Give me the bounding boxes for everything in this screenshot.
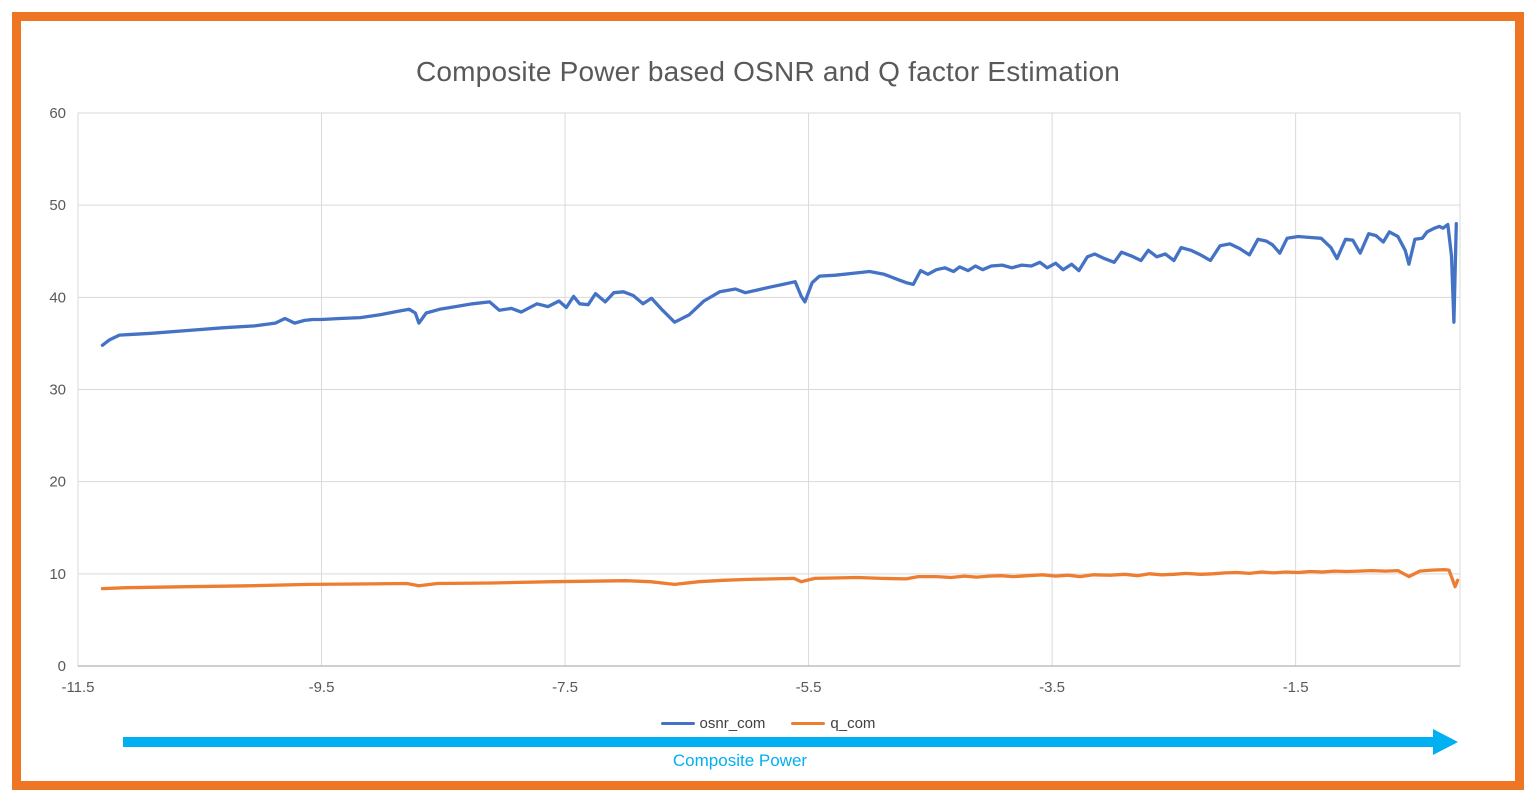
chart-title: Composite Power based OSNR and Q factor …: [415, 56, 1121, 87]
series-q_com: [100, 568, 1460, 591]
legend-line-swatch-blue: [660, 721, 695, 725]
y-tick-label: 0: [58, 658, 66, 675]
legend-item-osnr-com: osnr_com: [660, 714, 766, 732]
x-tick-label: -7.5: [552, 679, 578, 696]
x-tick-label: -11.5: [61, 679, 94, 696]
x-tick-label: -1.5: [1283, 679, 1309, 696]
y-tick-label: 40: [49, 289, 66, 306]
y-tick-label: 30: [49, 382, 66, 399]
series-osnr_com: [100, 221, 1458, 347]
x-tick-label: -5.5: [796, 679, 822, 696]
legend-label-osnr-com: osnr_com: [699, 714, 766, 732]
composite-power-arrow-bar: [123, 737, 1434, 747]
composite-power-arrow-head-icon: [1433, 729, 1458, 755]
composite-power-axis-label: Composite Power: [672, 751, 808, 770]
legend-line-swatch-orange: [791, 721, 826, 725]
legend-label-q-com: q_com: [830, 714, 876, 732]
y-tick-label: 60: [49, 105, 66, 122]
chart-outer-border: [12, 12, 1524, 790]
legend-item-q-com: q_com: [791, 715, 875, 732]
x-tick-label: -9.5: [309, 679, 335, 696]
y-tick-label: 50: [49, 197, 66, 214]
x-tick-label: -3.5: [1039, 679, 1065, 696]
legend: osnr_com q_com: [0, 712, 1536, 734]
y-tick-label: 20: [49, 474, 66, 491]
y-tick-label: 10: [49, 566, 66, 583]
